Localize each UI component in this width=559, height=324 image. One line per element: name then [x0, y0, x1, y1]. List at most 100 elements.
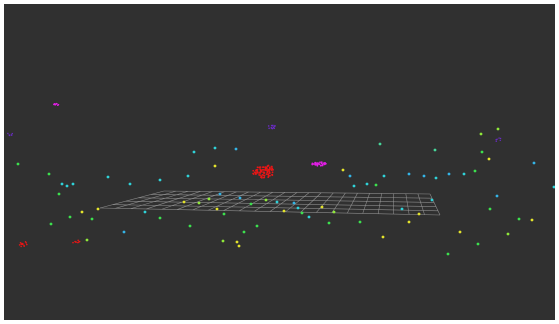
grid-line — [269, 192, 298, 212]
landmark-point — [182, 200, 186, 204]
landmark-point — [422, 174, 426, 178]
landmark-point — [407, 172, 411, 176]
landmark-point — [207, 197, 211, 201]
3d-viewport[interactable] — [4, 4, 555, 320]
landmark-point — [122, 230, 126, 234]
landmark-point — [222, 212, 226, 216]
cluster-point — [267, 173, 270, 176]
cluster-point — [318, 163, 321, 166]
cluster-point — [18, 244, 21, 246]
cluster-point — [26, 243, 28, 246]
landmark-point — [417, 212, 421, 216]
landmark-point — [16, 162, 20, 166]
cluster-point — [262, 174, 265, 177]
landmark-point — [49, 222, 53, 226]
cluster-point — [54, 103, 56, 106]
landmark-point — [106, 175, 110, 179]
landmark-point — [487, 157, 491, 161]
landmark-point — [158, 178, 162, 182]
grid-line — [362, 193, 370, 214]
cluster-point — [270, 126, 273, 129]
landmark-point — [496, 127, 500, 131]
cluster-point — [256, 166, 259, 169]
cluster-point — [263, 176, 266, 179]
landmark-point — [234, 147, 238, 151]
grid-line — [223, 191, 261, 211]
landmark-point — [292, 201, 296, 205]
landmark-point — [242, 230, 246, 234]
cluster-point — [270, 165, 273, 168]
cluster-point — [263, 168, 265, 171]
landmark-point — [218, 192, 222, 196]
cluster-point — [269, 174, 271, 177]
cluster-point — [321, 163, 324, 166]
landmark-point — [506, 232, 510, 236]
landmark-point — [192, 150, 196, 154]
landmark-point — [458, 230, 462, 234]
landmark-point — [213, 146, 217, 150]
purple-object-cluster — [267, 124, 276, 130]
cluster-point — [72, 241, 74, 244]
grid-line — [151, 194, 433, 199]
landmark-point — [488, 207, 492, 211]
landmark-point — [275, 200, 279, 204]
cluster-point — [311, 163, 314, 166]
grid-line — [146, 191, 201, 210]
landmark-point — [381, 235, 385, 239]
cluster-point — [319, 164, 322, 167]
landmark-point — [332, 210, 336, 214]
landmark-point — [186, 174, 190, 178]
landmark-point — [517, 217, 521, 221]
grid-line — [238, 191, 273, 212]
landmark-point — [433, 148, 437, 152]
landmark-point — [407, 220, 411, 224]
landmark-point — [434, 176, 438, 180]
landmark-point — [249, 202, 253, 206]
landmark-point — [300, 211, 304, 215]
grid-line — [99, 207, 441, 216]
ground-grid — [99, 190, 441, 216]
landmark-point — [532, 161, 536, 165]
cluster-point — [23, 245, 25, 247]
landmark-point — [47, 172, 51, 176]
point-cloud-scene[interactable] — [4, 4, 555, 320]
cluster-point — [496, 138, 498, 140]
landmark-point — [85, 238, 89, 242]
cluster-point — [259, 172, 261, 175]
landmark-point — [282, 209, 286, 213]
grid-line — [285, 192, 310, 213]
landmark-point — [188, 224, 192, 228]
landmark-point — [71, 182, 75, 186]
landmark-point — [65, 184, 69, 188]
cluster-point — [255, 171, 257, 174]
landmark-point — [374, 183, 378, 187]
grid-line — [208, 191, 249, 211]
grid-line — [130, 190, 189, 209]
landmark-point — [80, 210, 84, 214]
landmark-point — [552, 185, 555, 189]
cluster-point — [495, 140, 497, 143]
landmark-point — [327, 221, 331, 225]
landmark-point — [128, 182, 132, 186]
grid-line — [254, 192, 286, 212]
landmark-point — [348, 174, 352, 178]
landmark-point — [307, 215, 311, 219]
cluster-point — [499, 137, 502, 140]
cluster-point — [266, 171, 269, 174]
landmark-point — [143, 210, 147, 214]
grid-line — [405, 193, 410, 215]
landmark-point — [341, 168, 345, 172]
grid-line — [125, 200, 437, 207]
viewport-background — [4, 4, 555, 320]
landmark-point — [320, 205, 324, 209]
magenta-object-cluster — [53, 102, 60, 107]
cluster-point — [259, 168, 262, 171]
cluster-point — [77, 241, 79, 244]
landmark-point — [238, 196, 242, 200]
cluster-point — [499, 139, 501, 142]
cluster-point — [260, 176, 263, 179]
cluster-point — [268, 127, 270, 130]
grid-line — [163, 190, 431, 195]
landmark-point — [378, 142, 382, 146]
